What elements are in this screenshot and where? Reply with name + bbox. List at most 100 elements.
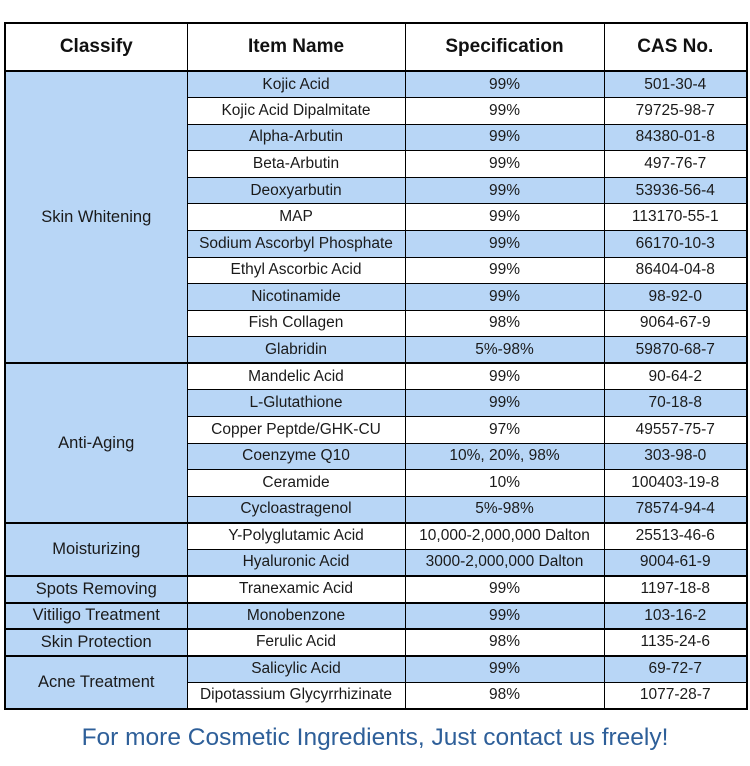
cas-no-cell: 78574-94-4 bbox=[603, 495, 748, 524]
table-row: Copper Peptde/GHK-CU 97% 49557-75-7 bbox=[5, 416, 748, 444]
specification-cell: 99% bbox=[404, 203, 605, 231]
cas-no-cell: 59870-68-7 bbox=[603, 336, 748, 364]
specification-cell: 99% bbox=[404, 229, 605, 258]
header-cas-no: CAS No. bbox=[603, 22, 748, 72]
table-row: L-Glutathione 99% 70-18-8 bbox=[5, 389, 748, 418]
specification-cell: 99% bbox=[404, 150, 605, 178]
item-name-cell: Dipotassium Glycyrrhizinate bbox=[186, 681, 406, 710]
classify-cell: Skin Whitening bbox=[4, 69, 188, 364]
specification-cell: 99% bbox=[404, 654, 605, 683]
cas-no-cell: 303-98-0 bbox=[603, 442, 748, 471]
header-item-name: Item Name bbox=[186, 22, 406, 72]
table-row: Skin Whitening Kojic Acid 99% 501-30-4 bbox=[4, 69, 748, 364]
cas-no-cell: 1077-28-7 bbox=[603, 681, 748, 710]
item-name-cell: Glabridin bbox=[186, 336, 406, 364]
table-body: Skin Whitening Kojic Acid 99% 501-30-4 Kojic… bbox=[4, 69, 748, 710]
specification-cell: 99% bbox=[404, 389, 605, 418]
specification-cell: 98% bbox=[404, 309, 605, 338]
classify-cell: Anti-Aging bbox=[4, 362, 188, 524]
cas-no-cell: 1197-18-8 bbox=[603, 575, 748, 604]
table-row: Skin Protection Ferulic Acid 98% 1135-24-6 bbox=[4, 628, 748, 657]
table-row: MAP 99% 113170-55-1 bbox=[5, 203, 748, 231]
specification-cell: 98% bbox=[404, 681, 605, 710]
table-row: Vitiligo Treatment Monobenzone 99% 103-16-2 bbox=[4, 601, 748, 630]
item-name-cell: Tranexamic Acid bbox=[186, 575, 406, 604]
specification-cell: 99% bbox=[404, 123, 605, 152]
classify-cell: Spots Removing bbox=[4, 575, 188, 604]
specification-cell: 10,000-2,000,000 Dalton bbox=[404, 521, 605, 550]
cas-no-cell: 103-16-2 bbox=[603, 601, 748, 630]
cas-no-cell: 84380-01-8 bbox=[603, 123, 748, 152]
item-name-cell: Ceramide bbox=[186, 469, 406, 497]
cas-no-cell: 66170-10-3 bbox=[603, 229, 748, 258]
specification-cell: 99% bbox=[404, 70, 605, 99]
classify-cell: Acne Treatment bbox=[4, 654, 188, 710]
cas-no-cell: 100403-19-8 bbox=[603, 469, 748, 497]
cas-no-cell: 501-30-4 bbox=[603, 70, 748, 99]
cas-no-cell: 69-72-7 bbox=[603, 654, 748, 683]
item-name-cell: L-Glutathione bbox=[186, 389, 406, 418]
table-row: Moisturizing Y-Polyglutamic Acid 10,000-2,… bbox=[4, 521, 748, 577]
table-row: Fish Collagen 98% 9064-67-9 bbox=[5, 309, 748, 338]
cas-no-cell: 49557-75-7 bbox=[603, 416, 748, 444]
specification-cell: 98% bbox=[404, 628, 605, 657]
specification-cell: 99% bbox=[404, 176, 605, 205]
item-name-cell: Monobenzone bbox=[186, 601, 406, 630]
item-name-cell: Mandelic Acid bbox=[186, 362, 406, 391]
cas-no-cell: 9004-61-9 bbox=[603, 548, 748, 577]
item-name-cell: Y-Polyglutamic Acid bbox=[186, 521, 406, 550]
specification-cell: 5%-98% bbox=[404, 336, 605, 364]
cas-no-cell: 113170-55-1 bbox=[603, 203, 748, 231]
header-specification: Specification bbox=[404, 22, 605, 72]
cas-no-cell: 70-18-8 bbox=[603, 389, 748, 418]
table-row: Kojic Acid Dipalmitate 99% 79725-98-7 bbox=[5, 97, 748, 125]
cas-no-cell: 9064-67-9 bbox=[603, 309, 748, 338]
item-name-cell: Hyaluronic Acid bbox=[186, 548, 406, 577]
item-name-cell: Beta-Arbutin bbox=[186, 150, 406, 178]
table-row: Deoxyarbutin 99% 53936-56-4 bbox=[5, 176, 748, 205]
classify-cell: Vitiligo Treatment bbox=[4, 601, 188, 630]
classify-cell: Skin Protection bbox=[4, 628, 188, 657]
item-name-cell: Sodium Ascorbyl Phosphate bbox=[186, 229, 406, 258]
item-name-cell: Ethyl Ascorbic Acid bbox=[186, 256, 406, 285]
table-row: Ethyl Ascorbic Acid 99% 86404-04-8 bbox=[5, 256, 748, 285]
item-name-cell: Ferulic Acid bbox=[186, 628, 406, 657]
item-name-cell: Cycloastragenol bbox=[186, 495, 406, 524]
item-name-cell: Kojic Acid bbox=[186, 70, 406, 99]
table-header: Classify Item Name Specification CAS No. bbox=[4, 22, 748, 72]
specification-cell: 99% bbox=[404, 256, 605, 285]
footer-note: For more Cosmetic Ingredients, Just cont… bbox=[81, 724, 669, 751]
specification-cell: 99% bbox=[404, 601, 605, 630]
item-name-cell: Kojic Acid Dipalmitate bbox=[186, 97, 406, 125]
item-name-cell: Deoxyarbutin bbox=[186, 176, 406, 205]
specification-cell: 97% bbox=[404, 416, 605, 444]
specification-cell: 10% bbox=[404, 469, 605, 497]
header-classify: Classify bbox=[4, 22, 188, 72]
item-name-cell: Coenzyme Q10 bbox=[186, 442, 406, 471]
item-name-cell: Copper Peptde/GHK-CU bbox=[186, 416, 406, 444]
table-row: Beta-Arbutin 99% 497-76-7 bbox=[5, 150, 748, 178]
table-row: Anti-Aging Mandelic Acid 99% 90-64-2 bbox=[4, 362, 748, 524]
specification-cell: 99% bbox=[404, 97, 605, 125]
specification-cell: 5%-98% bbox=[404, 495, 605, 524]
specification-cell: 10%, 20%, 98% bbox=[404, 442, 605, 471]
cas-no-cell: 79725-98-7 bbox=[603, 97, 748, 125]
item-name-cell: Fish Collagen bbox=[186, 309, 406, 338]
cas-no-cell: 98-92-0 bbox=[603, 283, 748, 311]
cas-no-cell: 497-76-7 bbox=[603, 150, 748, 178]
classify-cell: Moisturizing bbox=[4, 521, 188, 577]
item-name-cell: MAP bbox=[186, 203, 406, 231]
table-row: Spots Removing Tranexamic Acid 99% 1197-18-… bbox=[4, 575, 748, 604]
table-row: Coenzyme Q10 10%, 20%, 98% 303-98-0 bbox=[5, 442, 748, 471]
ingredients-table: Classify Item Name Specification CAS No.… bbox=[4, 22, 748, 710]
cas-no-cell: 90-64-2 bbox=[603, 362, 748, 391]
specification-cell: 3000-2,000,000 Dalton bbox=[404, 548, 605, 577]
table-row: Nicotinamide 99% 98-92-0 bbox=[5, 283, 748, 311]
item-name-cell: Nicotinamide bbox=[186, 283, 406, 311]
table-row: Alpha-Arbutin 99% 84380-01-8 bbox=[5, 123, 748, 152]
table-row: Dipotassium Glycyrrhizinate 98% 1077-28-7 bbox=[5, 681, 748, 710]
item-name-cell: Salicylic Acid bbox=[186, 654, 406, 683]
specification-cell: 99% bbox=[404, 575, 605, 604]
table-row: Hyaluronic Acid 3000-2,000,000 Dalton 9004… bbox=[5, 548, 748, 577]
